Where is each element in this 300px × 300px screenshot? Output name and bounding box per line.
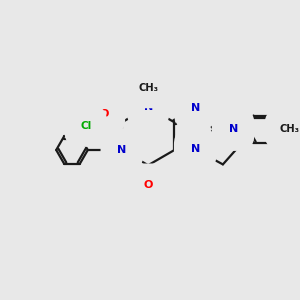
- Text: CH₃: CH₃: [138, 83, 158, 93]
- Text: Cl: Cl: [80, 121, 91, 131]
- Text: CH₃: CH₃: [280, 124, 300, 134]
- Text: O: O: [99, 109, 109, 119]
- Text: O: O: [143, 180, 153, 190]
- Text: N: N: [143, 102, 153, 112]
- Text: N: N: [190, 144, 200, 154]
- Text: N: N: [117, 145, 127, 155]
- Text: N: N: [229, 124, 238, 134]
- Text: N: N: [190, 103, 200, 113]
